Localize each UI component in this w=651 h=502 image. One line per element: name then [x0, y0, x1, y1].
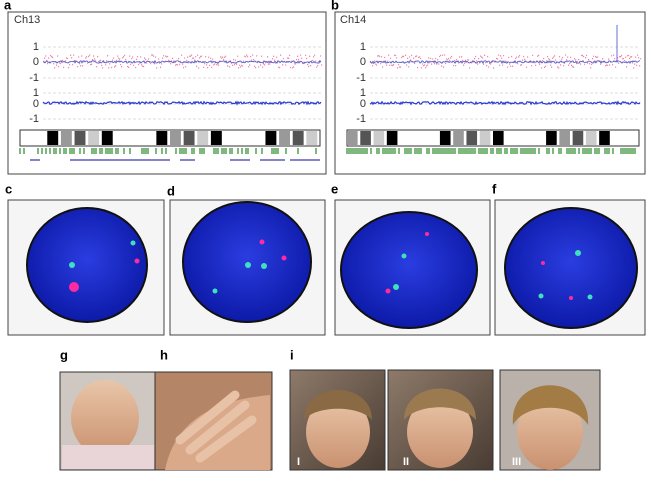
chromosome-label: Ch14 [340, 14, 366, 26]
ideogram-band [60, 131, 72, 145]
ideogram-band [360, 131, 371, 145]
chromosome-label: Ch13 [14, 14, 40, 26]
y-tick-label: 1 [33, 87, 39, 99]
probe-line [369, 59, 641, 65]
plot-tracks: 10-110-110-110-1 [19, 25, 642, 161]
photo-label: III [512, 456, 521, 468]
probe-line [42, 100, 322, 106]
ideogram-band [493, 131, 504, 145]
panel-label: e [331, 181, 338, 196]
photo-label: I [297, 456, 300, 468]
gene-track [19, 148, 317, 154]
probe-line [369, 100, 641, 106]
y-tick-label: 0 [360, 56, 366, 68]
ideogram-band [74, 131, 86, 145]
panel-label: f [492, 181, 497, 196]
ideogram-band [373, 131, 385, 145]
y-tick-label: 1 [360, 87, 366, 99]
ideogram-band [210, 131, 222, 145]
nucleus [26, 207, 148, 323]
y-tick-label: 1 [33, 41, 39, 53]
y-tick-label: -1 [29, 72, 39, 84]
ideogram-band [546, 131, 557, 145]
fish-signals [69, 232, 593, 300]
ideogram-band [599, 131, 610, 145]
photo [289, 369, 386, 471]
y-tick-label: -1 [29, 113, 39, 125]
ideogram-band [585, 131, 597, 145]
ideogram-band [265, 131, 277, 145]
panel-label: b [331, 0, 339, 12]
nucleus [504, 207, 638, 329]
ideogram-band [101, 131, 113, 145]
photo [59, 371, 156, 471]
y-tick-label: 0 [360, 98, 366, 110]
ideogram-band [156, 131, 168, 145]
ideogram-band [183, 131, 195, 145]
nucleus [340, 211, 478, 329]
ideogram-band [88, 131, 100, 145]
ideogram-band [572, 131, 584, 145]
photo [154, 371, 273, 471]
photo [499, 369, 601, 471]
y-tick-label: 0 [33, 98, 39, 110]
ideogram-band [559, 131, 570, 145]
panel-label: h [160, 347, 168, 362]
panel-label: a [4, 0, 12, 12]
panel-label: g [60, 347, 68, 362]
nucleus [182, 201, 312, 323]
y-tick-label: -1 [356, 113, 366, 125]
ideogram-band [47, 131, 59, 145]
ideogram-band [453, 131, 464, 145]
ideogram-band [466, 131, 478, 145]
ideogram-band [386, 131, 398, 145]
y-tick-label: 1 [360, 41, 366, 53]
ideogram-band [197, 131, 209, 145]
photo [387, 369, 494, 471]
ideogram-band [306, 131, 318, 145]
ideogram-band [347, 131, 358, 145]
probe-scatter [43, 54, 323, 69]
panel-label: i [290, 347, 294, 362]
panel-label: d [167, 183, 175, 198]
y-tick-label: 0 [33, 56, 39, 68]
ideogram-band [439, 131, 451, 145]
gene-track [346, 148, 636, 154]
ideogram-band [479, 131, 491, 145]
ideogram-band [279, 131, 290, 145]
photo-label: II [403, 456, 409, 468]
ideogram-band [170, 131, 181, 145]
probe-line [42, 59, 322, 65]
y-tick-label: -1 [356, 72, 366, 84]
panel-label: c [5, 181, 12, 196]
ideogram-band [292, 131, 304, 145]
